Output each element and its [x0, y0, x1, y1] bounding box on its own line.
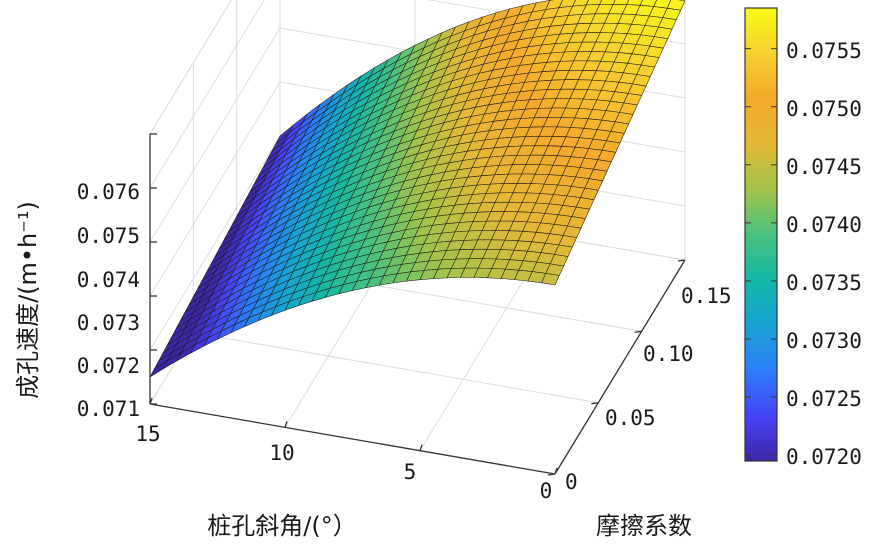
colorbar-tick-label: 0.0755 [786, 39, 862, 63]
grid-line [193, 332, 599, 404]
x-tick-mark [554, 467, 558, 475]
y-tick-mark [547, 473, 556, 476]
surface-mesh [149, 0, 686, 378]
y-tick-label: 0 [565, 470, 578, 494]
grid-line [149, 27, 281, 243]
axes [149, 133, 686, 476]
colorbar-tick-label: 0.0725 [786, 387, 862, 411]
colorbar-tick-label: 0.0740 [786, 213, 862, 237]
colorbar [744, 7, 778, 462]
x-axis-line [149, 403, 556, 475]
grid-line [149, 81, 281, 297]
x-tick-label: 15 [135, 422, 160, 446]
colorbar-tick-label: 0.0745 [786, 155, 862, 179]
z-tick-label: 0.073 [77, 311, 140, 335]
colorbar-tick-label: 0.0720 [786, 445, 862, 469]
y-axis-ticks: 0 0.05 0.10 0.15 [565, 284, 732, 494]
x-axis-label: 桩孔斜角/(°） [207, 512, 356, 540]
grid-line [149, 0, 265, 189]
colorbar-ticks: 0.0755 0.0750 0.0745 0.0740 0.0735 0.073… [745, 39, 862, 469]
x-tick-mark [284, 421, 288, 428]
y-tick-mark [677, 259, 686, 262]
z-axis-label: 成孔速度/(m•h⁻¹) [14, 201, 42, 399]
z-tick-label: 0.072 [77, 354, 140, 378]
grid-line [149, 135, 281, 351]
surface-cell [541, 273, 560, 286]
x-tick-label: 5 [404, 460, 417, 484]
z-tick-label: 0.075 [77, 224, 140, 248]
x-tick-mark [149, 397, 153, 405]
y-axis-line [554, 259, 686, 475]
y-tick-label: 0.05 [605, 406, 656, 430]
z-tick-label: 0.076 [77, 180, 140, 204]
colorbar-tick-label: 0.0730 [786, 329, 862, 353]
z-tick-label: 0.071 [77, 397, 140, 421]
x-tick-mark [419, 444, 423, 451]
y-tick-mark [591, 402, 599, 405]
y-tick-label: 0.15 [681, 284, 732, 308]
y-tick-mark [634, 330, 642, 333]
y-axis-label: 摩擦系数 [596, 512, 692, 540]
x-axis-ticks: 15 10 5 0 [135, 422, 552, 503]
x-tick-label: 10 [269, 441, 294, 465]
colorbar-tick-label: 0.0750 [786, 97, 862, 121]
y-tick-label: 0.10 [643, 342, 694, 366]
z-tick-label: 0.074 [77, 268, 140, 292]
box-edge [149, 0, 232, 135]
colorbar-tick-label: 0.0735 [786, 271, 862, 295]
x-tick-label: 0 [540, 479, 553, 503]
z-axis-ticks: 0.076 0.075 0.074 0.073 0.072 0.071 [77, 180, 140, 421]
